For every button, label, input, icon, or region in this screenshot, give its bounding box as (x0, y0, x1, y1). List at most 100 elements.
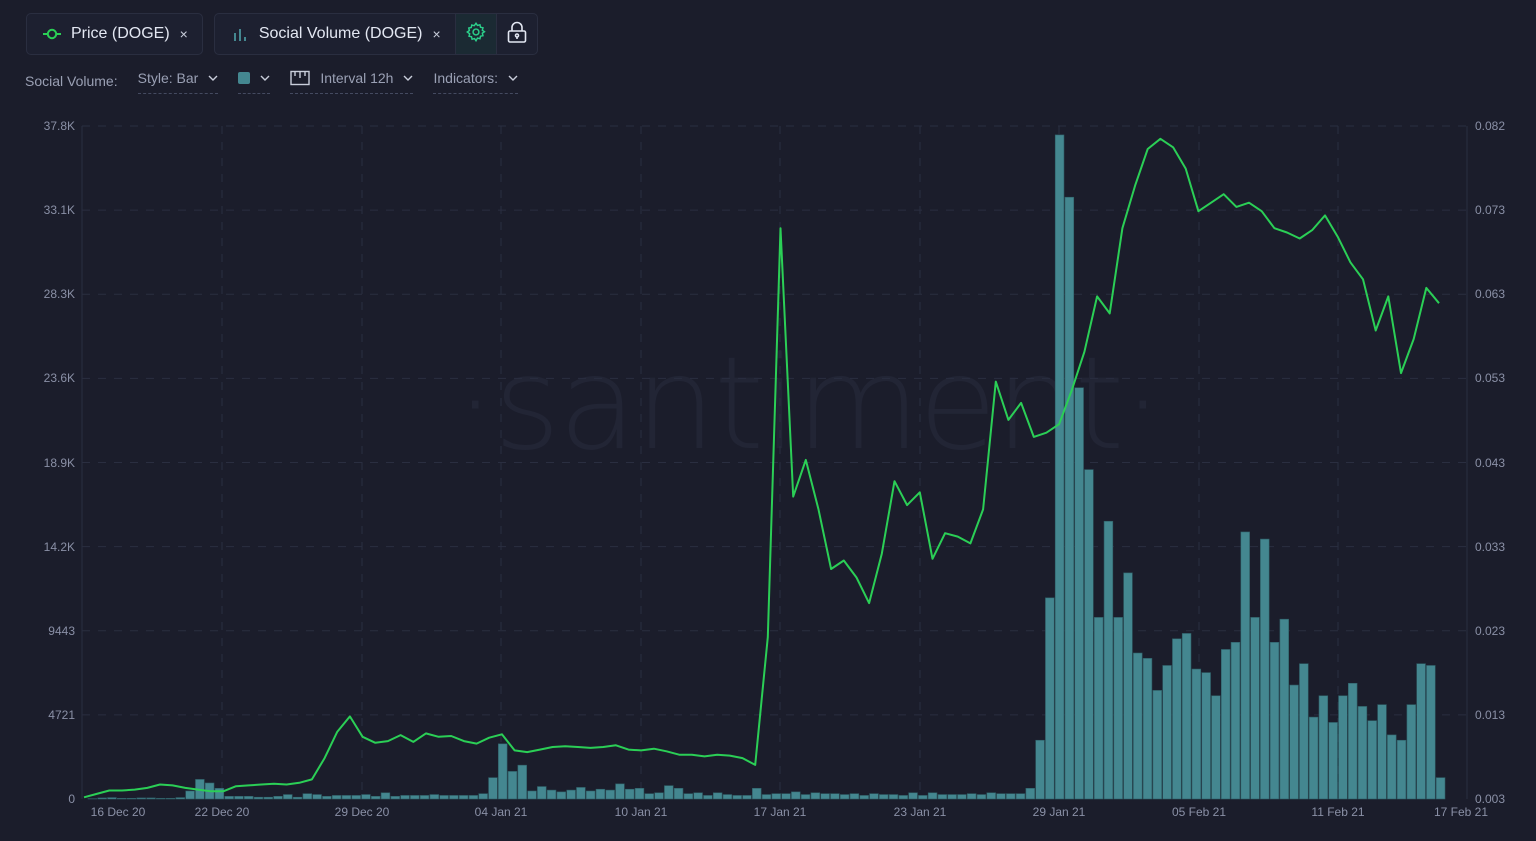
volume-bar[interactable] (712, 792, 723, 800)
volume-bar[interactable] (1025, 788, 1035, 800)
volume-bar[interactable] (1093, 617, 1104, 800)
volume-bar[interactable] (908, 792, 918, 800)
volume-bar[interactable] (361, 794, 371, 800)
volume-bar[interactable] (1357, 706, 1368, 800)
volume-bar[interactable] (429, 794, 440, 800)
volume-bar[interactable] (458, 795, 469, 800)
volume-bar[interactable] (800, 794, 811, 800)
volume-bar[interactable] (1348, 682, 1358, 800)
volume-bar[interactable] (839, 794, 850, 800)
volume-bar[interactable] (556, 791, 567, 800)
volume-bar[interactable] (576, 787, 586, 800)
volume-bar[interactable] (761, 794, 772, 800)
volume-bar[interactable] (605, 789, 615, 800)
volume-bar[interactable] (478, 793, 488, 800)
volume-bar[interactable] (527, 790, 537, 800)
volume-bar[interactable] (1084, 469, 1094, 800)
volume-bar[interactable] (1240, 531, 1250, 800)
volume-bar[interactable] (322, 796, 332, 800)
color-dropdown[interactable] (238, 68, 271, 94)
volume-bar[interactable] (117, 797, 127, 800)
volume-bar[interactable] (742, 795, 752, 800)
volume-bar[interactable] (810, 792, 821, 800)
volume-bar[interactable] (1064, 196, 1075, 800)
volume-bar[interactable] (1113, 617, 1123, 800)
volume-bar[interactable] (830, 793, 840, 800)
volume-bar[interactable] (380, 792, 391, 800)
volume-bar[interactable] (1035, 739, 1045, 800)
volume-bar[interactable] (292, 796, 303, 800)
volume-bar[interactable] (1396, 739, 1407, 800)
volume-bar[interactable] (1416, 663, 1426, 800)
volume-bar[interactable] (1045, 597, 1055, 800)
volume-bar[interactable] (1299, 663, 1309, 800)
volume-bar[interactable] (1015, 793, 1026, 800)
volume-bar[interactable] (312, 794, 322, 800)
volume-bar[interactable] (771, 793, 781, 800)
volume-bar[interactable] (752, 788, 762, 800)
volume-bar[interactable] (1191, 668, 1202, 800)
volume-bar[interactable] (869, 793, 879, 800)
volume-bar[interactable] (1172, 638, 1182, 800)
volume-bar[interactable] (791, 791, 801, 800)
volume-bar[interactable] (234, 796, 244, 800)
chart-area[interactable]: ·santiment· 37.8K 33.1K 28.3K 23.6K 18.9K 14.… (0, 100, 1536, 841)
volume-bar[interactable] (331, 795, 342, 800)
volume-bar[interactable] (986, 792, 996, 800)
lock-button[interactable] (495, 14, 537, 54)
volume-bar[interactable] (1279, 618, 1289, 800)
volume-bar[interactable] (703, 795, 713, 800)
volume-bar[interactable] (996, 793, 1006, 800)
volume-bar[interactable] (185, 790, 195, 800)
volume-bar[interactable] (410, 795, 420, 800)
volume-bar[interactable] (654, 792, 664, 800)
volume-bar[interactable] (419, 795, 430, 800)
volume-bar[interactable] (498, 743, 508, 800)
volume-bar[interactable] (888, 794, 899, 800)
settings-button[interactable] (454, 14, 496, 54)
volume-bar[interactable] (937, 794, 948, 800)
volume-bar[interactable] (449, 795, 459, 800)
volume-bar[interactable] (537, 786, 547, 800)
volume-bar[interactable] (136, 797, 146, 800)
volume-bar[interactable] (1006, 793, 1016, 800)
metric-social-volume-toggle[interactable]: Social Volume (DOGE) × (215, 14, 455, 54)
volume-bar[interactable] (1220, 649, 1231, 800)
close-icon[interactable]: × (179, 26, 188, 42)
volume-bar[interactable] (97, 797, 107, 800)
volume-bar[interactable] (341, 795, 352, 800)
volume-bar[interactable] (1211, 695, 1221, 800)
volume-bar[interactable] (1377, 704, 1387, 800)
volume-bar[interactable] (673, 788, 684, 800)
volume-bar[interactable] (175, 797, 185, 800)
volume-bar[interactable] (488, 777, 498, 800)
volume-bar[interactable] (1318, 695, 1329, 800)
volume-bar[interactable] (1387, 734, 1397, 800)
volume-bar[interactable] (615, 783, 625, 800)
chart-plot[interactable] (0, 100, 1536, 841)
volume-bar[interactable] (1426, 665, 1436, 800)
volume-bar[interactable] (1260, 538, 1270, 800)
volume-bar[interactable] (1181, 633, 1192, 800)
volume-bar[interactable] (1435, 777, 1446, 800)
volume-bar[interactable] (683, 793, 694, 800)
volume-bar[interactable] (820, 793, 830, 800)
volume-bar[interactable] (1338, 695, 1348, 800)
volume-bar[interactable] (693, 792, 703, 800)
volume-bar[interactable] (1230, 642, 1241, 800)
volume-bar[interactable] (1269, 642, 1280, 800)
volume-bar[interactable] (273, 796, 283, 800)
volume-bar[interactable] (156, 797, 166, 800)
volume-bar[interactable] (781, 793, 791, 800)
volume-bar[interactable] (595, 788, 606, 800)
volume-bar[interactable] (722, 794, 733, 800)
volume-bar[interactable] (283, 794, 293, 800)
volume-bar[interactable] (253, 796, 264, 800)
volume-bar[interactable] (664, 785, 674, 800)
volume-bar[interactable] (859, 795, 869, 800)
volume-bar[interactable] (879, 794, 889, 800)
volume-bar[interactable] (732, 795, 742, 800)
volume-bar[interactable] (976, 794, 987, 800)
volume-bar[interactable] (918, 795, 928, 800)
volume-bar[interactable] (165, 797, 176, 800)
